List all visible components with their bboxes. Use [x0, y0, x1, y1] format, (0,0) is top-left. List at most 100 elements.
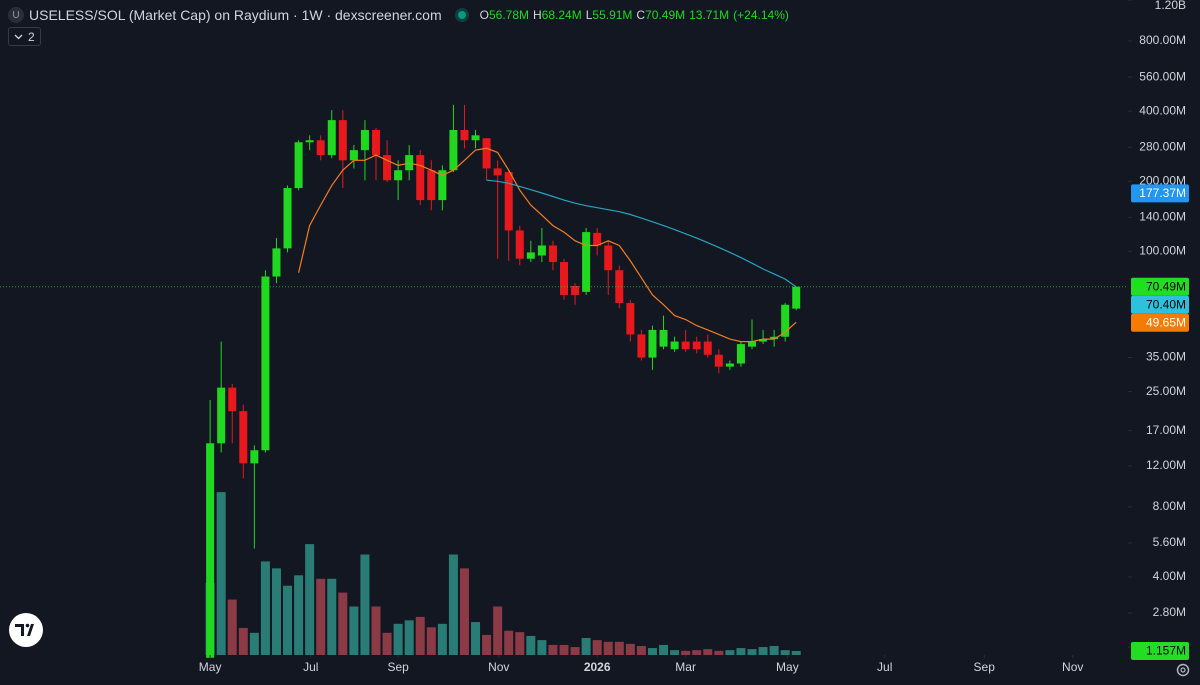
ohlc-key: C	[636, 8, 646, 22]
ohlc-legend: O56.78M H68.24M L55.91M C70.49M 13.71M (+24.1…	[480, 8, 789, 22]
volume-bar	[780, 650, 790, 655]
status-dot	[457, 11, 466, 19]
x-tick-label: May	[199, 660, 222, 674]
candle-body	[615, 270, 624, 304]
price-tag-label: 70.49M	[1146, 279, 1186, 293]
candle-body	[383, 155, 392, 181]
candle-body	[471, 135, 480, 141]
candle-body	[781, 304, 790, 337]
volume-tag	[1131, 641, 1189, 660]
y-tick-label: 200.00M	[1139, 173, 1186, 187]
y-tick-label: 140.00M	[1139, 210, 1186, 224]
volume-bar	[271, 568, 281, 655]
volume-bar	[670, 650, 680, 655]
volume-bar	[327, 578, 337, 655]
candle-body	[703, 341, 712, 355]
volume-bar	[471, 622, 481, 655]
price-tag	[1131, 277, 1189, 296]
indicator-toggle[interactable]: 2	[8, 27, 41, 46]
candle-body	[305, 140, 314, 143]
candle-body	[515, 230, 524, 259]
candle-body	[725, 363, 734, 367]
candle-body	[593, 232, 602, 246]
candle-body	[394, 170, 403, 181]
volume-bar	[537, 640, 547, 655]
candle-body	[338, 120, 347, 161]
volume-bar	[459, 568, 469, 655]
chevron	[14, 34, 23, 39]
y-tick-label: 280.00M	[1139, 139, 1186, 153]
candle-body	[427, 170, 436, 201]
y-tick-label: 800.00M	[1139, 33, 1186, 47]
tradingview-logo	[9, 613, 43, 647]
candle-body	[626, 303, 635, 335]
volume-bar	[216, 492, 226, 655]
candle-body	[604, 245, 613, 271]
candle-body	[659, 329, 668, 347]
candle-body	[759, 339, 768, 342]
x-tick-label: May	[776, 660, 799, 674]
candle-body	[261, 276, 270, 451]
volume-bar	[249, 632, 259, 655]
candle-body	[327, 120, 336, 156]
candle-body	[416, 155, 425, 201]
volume-tag-label: 1.157M	[1146, 644, 1186, 658]
candle-body	[438, 170, 447, 201]
candle-body	[349, 150, 358, 161]
candle-body	[571, 286, 580, 295]
volume-bar	[647, 648, 657, 655]
volume-bar	[614, 641, 624, 655]
volume-bar	[305, 544, 315, 655]
x-tick-label: Sep	[974, 660, 996, 674]
y-tick-label: 400.00M	[1139, 103, 1186, 117]
volume-bar	[493, 606, 503, 655]
axes-layer: 1.20B 800.00M 560.00M 400.00M 280.00M 200.00M…	[199, 0, 1189, 674]
x-tick-label: 2026	[584, 660, 611, 674]
candle-body	[283, 188, 292, 249]
candle-body	[206, 443, 215, 658]
volume-bar	[371, 606, 381, 655]
y-tick-label: 5.60M	[1153, 535, 1186, 549]
candle-body	[250, 450, 259, 464]
candle-body	[648, 329, 657, 358]
candle-body	[748, 341, 756, 347]
y-tick-label: 8.00M	[1153, 499, 1186, 513]
volume-bar	[681, 650, 691, 655]
candle-body	[548, 245, 557, 263]
volume-bar	[227, 599, 237, 655]
volume-bar	[714, 650, 724, 655]
y-tick-label: 4.00M	[1153, 569, 1186, 583]
x-tick-label: Jul	[303, 660, 318, 674]
volume-bar	[360, 554, 370, 655]
volume-bar	[659, 644, 669, 655]
volume-bar	[548, 644, 558, 655]
settings-icon[interactable]	[1176, 663, 1190, 677]
candle-body	[736, 344, 745, 364]
candle-body	[360, 129, 369, 151]
volume-bar	[625, 643, 635, 655]
chart-title: USELESS/SOL (Market Cap) on Raydium · 1W…	[29, 7, 442, 23]
x-tick-label: Jul	[877, 660, 892, 674]
volume-bar	[382, 632, 392, 655]
ohlc-key: O	[479, 8, 489, 22]
header: U USELESS/SOL (Market Cap) on Raydium · …	[8, 5, 789, 25]
volume-bar	[393, 623, 403, 655]
x-tick-label: Sep	[387, 660, 409, 674]
y-tick-label: 12.00M	[1146, 458, 1186, 472]
volume-bar	[238, 627, 248, 655]
indicator-count: 2	[28, 29, 35, 44]
volume-bar	[570, 647, 580, 655]
volume-bar	[316, 578, 326, 655]
x-tick-label: Nov	[488, 660, 509, 674]
candle-body	[316, 140, 325, 156]
volume-bar	[603, 641, 613, 655]
volume-bar	[437, 623, 447, 655]
moving-average	[486, 179, 797, 288]
change-percent: (+24.14%)	[733, 8, 789, 22]
ohlc-value: 56.78M	[488, 8, 529, 22]
candle-body	[582, 232, 591, 292]
volume-bar	[581, 638, 591, 655]
candle-body	[770, 336, 779, 340]
ohlc-value: 55.91M	[592, 8, 633, 22]
